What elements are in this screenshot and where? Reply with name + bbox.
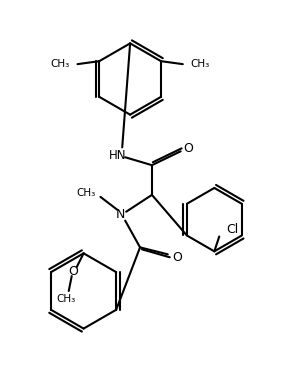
Text: HN: HN — [108, 149, 126, 162]
Text: CH₃: CH₃ — [191, 59, 210, 69]
Text: CH₃: CH₃ — [50, 59, 70, 69]
Text: CH₃: CH₃ — [56, 294, 75, 304]
Text: CH₃: CH₃ — [76, 188, 95, 198]
Text: N: N — [116, 208, 125, 221]
Text: Cl: Cl — [226, 223, 238, 236]
Text: O: O — [69, 265, 79, 278]
Text: O: O — [172, 251, 181, 264]
Text: O: O — [184, 142, 194, 155]
